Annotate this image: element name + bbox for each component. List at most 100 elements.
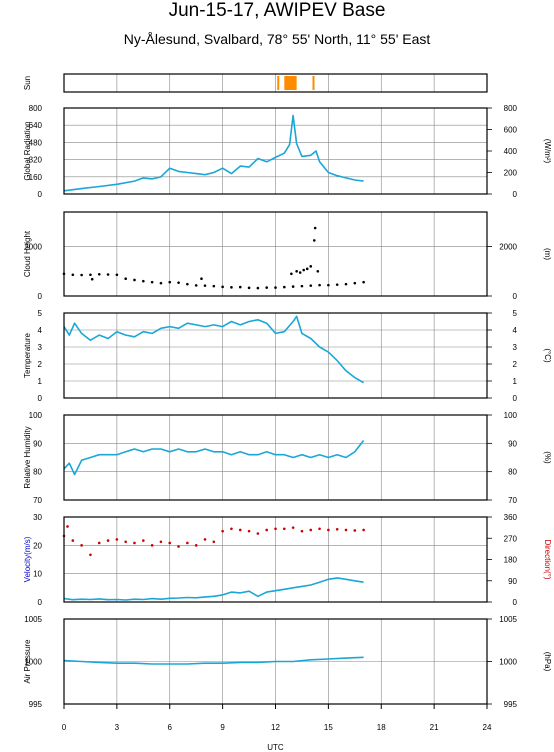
data-point	[230, 286, 233, 289]
data-point	[203, 284, 207, 287]
series-line	[63, 577, 364, 601]
left-axis-title: Velocity(m/s)	[23, 536, 32, 582]
data-point	[295, 269, 298, 273]
data-point	[283, 527, 286, 531]
left-tick-label: 480	[29, 138, 43, 147]
panel-frame	[63, 414, 488, 501]
data-point	[150, 544, 154, 547]
data-point	[353, 281, 357, 285]
data-point	[200, 277, 203, 281]
x-axis-title: UTC	[267, 743, 284, 752]
right-tick-label: 2	[513, 360, 518, 369]
sun-interval	[312, 76, 315, 90]
data-point	[291, 526, 295, 529]
data-point	[344, 528, 348, 532]
right-tick-label: 200	[504, 169, 518, 178]
left-tick-label: 320	[29, 156, 43, 165]
left-tick-label: 160	[29, 173, 43, 182]
data-point	[318, 283, 321, 287]
right-axis-title: (m)	[543, 248, 552, 260]
x-tick-label: 9	[220, 723, 225, 732]
right-axis-title: (°C)	[543, 348, 552, 363]
right-tick-label: 995	[504, 700, 518, 709]
data-point	[335, 527, 339, 531]
data-point	[124, 277, 127, 281]
right-tick-label: 5	[513, 309, 518, 318]
x-tick-label: 0	[62, 723, 67, 732]
data-point	[168, 280, 172, 284]
right-axis-title: Direction(°)	[543, 539, 552, 579]
right-tick-label: 0	[513, 394, 518, 403]
data-point	[71, 539, 75, 542]
left-axis-title: Sun	[23, 76, 32, 90]
right-tick-label: 3	[513, 343, 518, 352]
data-point	[327, 283, 330, 287]
right-tick-label: 360	[504, 513, 518, 522]
left-tick-label: 640	[29, 121, 43, 130]
left-tick-label: 0	[38, 190, 43, 199]
data-point	[309, 528, 313, 532]
data-point	[316, 269, 320, 273]
left-tick-label: 800	[29, 104, 43, 113]
left-tick-label: 30	[33, 513, 42, 522]
x-tick-label: 12	[271, 723, 280, 732]
series-line	[63, 656, 364, 665]
data-point	[238, 528, 242, 532]
right-tick-label: 90	[508, 577, 517, 586]
right-tick-label: 4	[513, 326, 518, 335]
left-tick-label: 2	[38, 360, 43, 369]
sun-interval	[284, 76, 297, 90]
sun-interval	[277, 76, 280, 90]
left-tick-label: 10	[33, 570, 42, 579]
panel-frame	[63, 211, 488, 297]
data-point	[106, 539, 110, 542]
data-point	[300, 529, 304, 533]
data-point	[66, 525, 69, 528]
data-point	[247, 529, 251, 533]
data-point	[159, 540, 163, 544]
left-axis-title: Air Pressure	[23, 639, 32, 684]
data-point	[80, 273, 83, 277]
series-line	[63, 114, 364, 192]
left-tick-label: 5	[38, 309, 43, 318]
left-axis-title: Global Radiation	[23, 121, 32, 180]
left-tick-label: 0	[38, 598, 43, 607]
data-point	[97, 272, 101, 276]
data-point	[247, 286, 251, 290]
right-tick-label: 80	[508, 468, 517, 477]
data-point	[212, 540, 216, 544]
data-point	[90, 277, 94, 281]
right-tick-label: 600	[504, 126, 518, 135]
data-point	[115, 273, 119, 277]
right-axis-title: (hPa)	[543, 652, 552, 672]
data-point	[133, 278, 136, 282]
left-tick-label: 2000	[24, 243, 42, 252]
left-axis-title: Cloud Height	[23, 230, 32, 277]
data-point	[106, 273, 110, 276]
data-point	[238, 285, 242, 289]
left-tick-label: 1000	[24, 658, 42, 667]
series-line	[63, 440, 365, 476]
left-tick-label: 3	[38, 343, 43, 352]
data-point	[194, 284, 198, 287]
right-tick-label: 800	[504, 104, 518, 113]
left-tick-label: 100	[29, 411, 43, 420]
data-point	[313, 226, 317, 230]
x-tick-label: 24	[483, 723, 492, 732]
data-point	[230, 527, 233, 531]
right-tick-label: 1	[513, 377, 518, 386]
data-point	[133, 541, 136, 545]
data-point	[97, 541, 101, 545]
data-point	[221, 285, 224, 289]
data-point	[344, 282, 348, 286]
data-point	[335, 283, 339, 286]
right-tick-label: 270	[504, 534, 518, 543]
data-point	[362, 280, 365, 284]
data-point	[265, 286, 268, 289]
data-point	[353, 529, 357, 532]
data-point	[274, 527, 277, 531]
panel-frame	[63, 107, 488, 195]
data-point	[142, 539, 145, 542]
left-tick-label: 0	[38, 394, 43, 403]
right-axis-title: (W/m²)	[543, 139, 552, 164]
